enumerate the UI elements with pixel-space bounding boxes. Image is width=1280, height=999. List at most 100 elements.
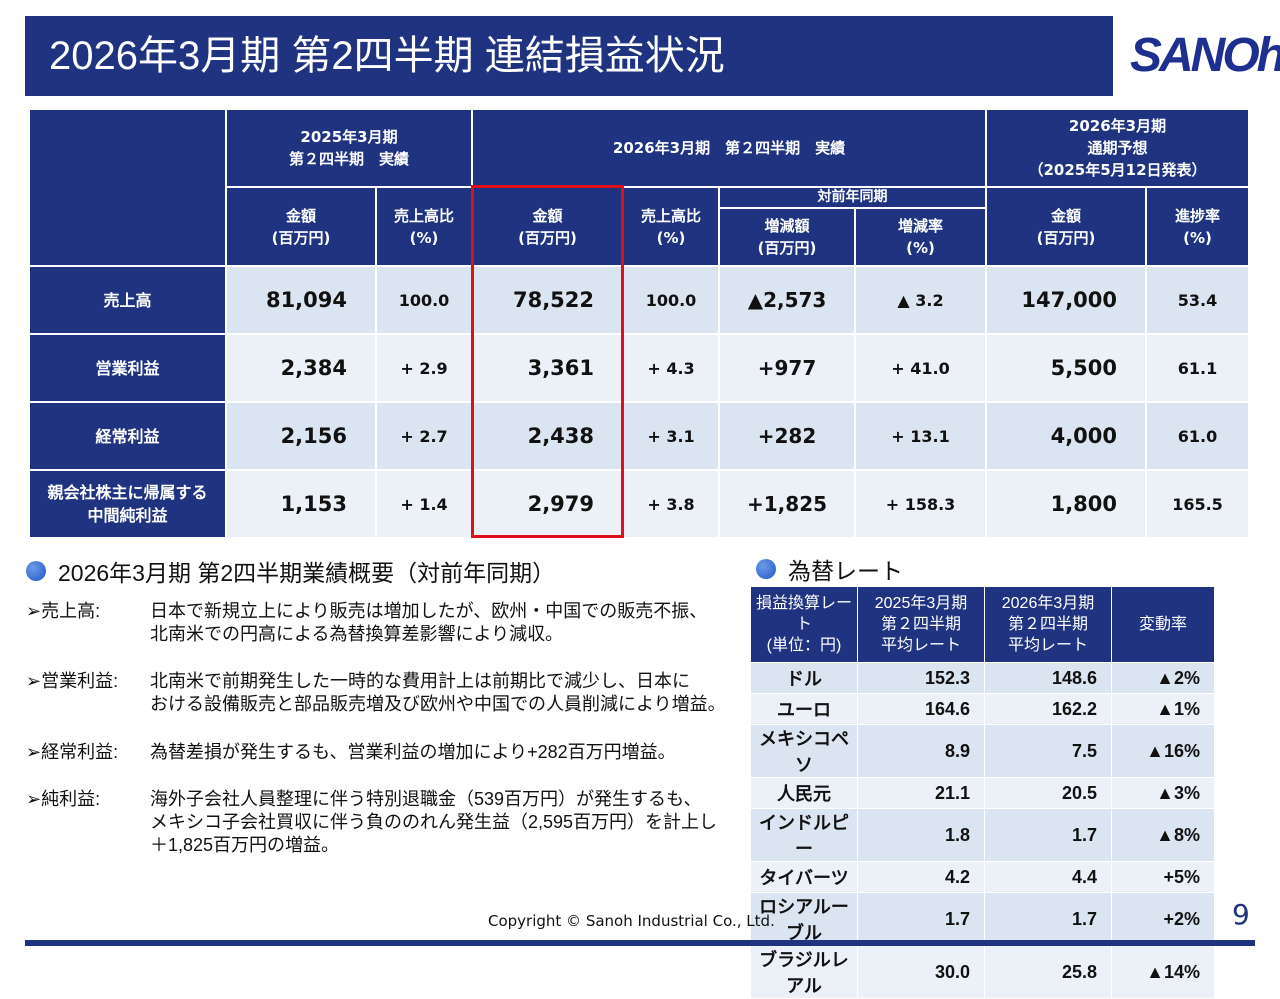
rate-current: 4.4 [984, 861, 1112, 893]
fx-row: メキシコペソ 8.9 7.5 ▲16% [750, 724, 1215, 778]
rate-prev: 4.2 [857, 861, 985, 893]
yoy-diff: +1,825 [718, 469, 857, 539]
bullet-icon [756, 559, 776, 579]
fx-row: ユーロ 164.6 162.2 ▲1% [750, 693, 1215, 725]
fx-row: ドル 152.3 148.6 ▲2% [750, 662, 1215, 694]
currency: ユーロ [750, 693, 858, 725]
table-row: 経常利益 2,156 + 2.7 2,438 + 3.1 +282 + 13.1 4,000 6… [28, 401, 1251, 471]
currency: 人民元 [750, 777, 858, 809]
change-rate: +5% [1111, 861, 1215, 893]
current-ratio: + 4.3 [622, 333, 721, 403]
yoy-rate: + 158.3 [854, 469, 988, 539]
fx-row: ロシアルーブル 1.7 1.7 +2% [750, 892, 1215, 946]
progress-rate: 61.0 [1145, 401, 1251, 471]
footer-bar [25, 940, 1255, 946]
prev-amount: 81,094 [225, 265, 377, 335]
header-prev: 2025年3月期 第２四半期 実績 [224, 108, 474, 188]
fx-row: インドルピー 1.8 1.7 ▲8% [750, 808, 1215, 862]
summary-key: ➢売上高: [26, 601, 101, 621]
consolidated-pl-table: 2025年3月期 第２四半期 実績 2026年3月期 第２四半期 実績 2026… [28, 108, 1251, 539]
sanoh-logo: SANOh [1130, 29, 1280, 82]
change-rate: ▲2% [1111, 662, 1215, 694]
progress-rate: 53.4 [1145, 265, 1251, 335]
fx-header: 2026年3月期 第２四半期 平均レート [984, 586, 1112, 663]
change-rate: ▲16% [1111, 724, 1215, 778]
rate-prev: 164.6 [857, 693, 985, 725]
current-ratio: 100.0 [622, 265, 721, 335]
fx-header: 変動率 [1111, 586, 1215, 663]
change-rate: ▲14% [1111, 945, 1215, 999]
row-label: 営業利益 [28, 333, 227, 403]
page-title: 2026年3月期 第2四半期 連結損益状況 [25, 16, 1113, 96]
prev-ratio: + 2.9 [374, 333, 474, 403]
header-amount: 金額 (百万円) [471, 186, 625, 267]
yoy-rate: ▲ 3.2 [854, 265, 988, 335]
rate-current: 148.6 [984, 662, 1112, 694]
prev-ratio: + 2.7 [374, 401, 474, 471]
rate-prev: 152.3 [857, 662, 985, 694]
header-ratio: 売上高比 (%) [374, 186, 474, 267]
current-amount: 3,361 [471, 333, 625, 403]
summary-heading-text: 2026年3月期 第2四半期業績概要（対前年同期） [58, 560, 556, 586]
summary-key: ➢純利益: [26, 789, 101, 809]
page-number: 9 [1232, 898, 1250, 931]
forecast-amount: 4,000 [985, 401, 1148, 471]
rate-prev: 1.8 [857, 808, 985, 862]
summary-text: 為替差損が発生するも、営業利益の増加により+282百万円増益。 [150, 742, 676, 762]
current-ratio: + 3.8 [622, 469, 721, 539]
rate-current: 162.2 [984, 693, 1112, 725]
summary-item: ➢営業利益: 北南米で前期発生した一時的な費用計上は前期比で減少し、日本に おける… [26, 670, 726, 716]
prev-ratio: + 1.4 [374, 469, 474, 539]
header-amount: 金額 (百万円) [225, 186, 377, 267]
header-current: 2026年3月期 第２四半期 実績 [471, 108, 988, 188]
rate-current: 1.7 [984, 808, 1112, 862]
header-ratio: 売上高比 (%) [622, 186, 721, 267]
rate-current: 20.5 [984, 777, 1112, 809]
forecast-amount: 5,500 [985, 333, 1148, 403]
fx-heading-text: 為替レート [788, 558, 903, 584]
rate-prev: 8.9 [857, 724, 985, 778]
rate-prev: 30.0 [857, 945, 985, 999]
yoy-rate: + 13.1 [854, 401, 988, 471]
current-amount: 2,979 [471, 469, 625, 539]
summary-item: ➢売上高: 日本で新規立上により販売は増加したが、欧州・中国での販売不振、 北南米… [26, 600, 707, 646]
row-label: 売上高 [28, 265, 227, 335]
rate-prev: 21.1 [857, 777, 985, 809]
header-diff: 増減額 (百万円) [718, 207, 857, 267]
table-row: 親会社株主に帰属する 中間純利益 1,153 + 1.4 2,979 + 3.8 +1,8… [28, 469, 1251, 539]
current-ratio: + 3.1 [622, 401, 721, 471]
prev-amount: 2,384 [225, 333, 377, 403]
summary-text: 海外子会社人員整理に伴う特別退職金（539百万円）が発生するも、 メキシコ子会社… [150, 789, 718, 855]
rate-current: 7.5 [984, 724, 1112, 778]
prev-ratio: 100.0 [374, 265, 474, 335]
row-label: 経常利益 [28, 401, 227, 471]
summary-key: ➢経常利益: [26, 742, 119, 762]
corner-cell [28, 108, 227, 267]
currency: インドルピー [750, 808, 858, 862]
header-yoy: 対前年同期 [718, 186, 988, 209]
summary-text: 北南米で前期発生した一時的な費用計上は前期比で減少し、日本に おける設備販売と部… [150, 671, 726, 714]
fx-heading: 為替レート [756, 552, 903, 586]
current-amount: 78,522 [471, 265, 625, 335]
currency: ドル [750, 662, 858, 694]
fx-header: 2025年3月期 第２四半期 平均レート [857, 586, 985, 663]
rate-current: 1.7 [984, 892, 1112, 946]
row-label: 親会社株主に帰属する 中間純利益 [28, 469, 227, 539]
progress-rate: 165.5 [1145, 469, 1251, 539]
progress-rate: 61.1 [1145, 333, 1251, 403]
header-rate: 増減率 (%) [854, 207, 988, 267]
yoy-rate: + 41.0 [854, 333, 988, 403]
summary-text: 日本で新規立上により販売は増加したが、欧州・中国での販売不振、 北南米での円高に… [150, 601, 708, 644]
header-progress: 進捗率 (%) [1145, 186, 1251, 267]
yoy-diff: ▲2,573 [718, 265, 857, 335]
fx-header: 損益換算レート (単位：円) [750, 586, 858, 663]
change-rate: ▲3% [1111, 777, 1215, 809]
yoy-diff: +977 [718, 333, 857, 403]
current-amount: 2,438 [471, 401, 625, 471]
header-forecast: 2026年3月期 通期予想 （2025年5月12日発表） [985, 108, 1251, 188]
table-row: 営業利益 2,384 + 2.9 3,361 + 4.3 +977 + 41.0 5,500 6… [28, 333, 1251, 403]
change-rate: ▲1% [1111, 693, 1215, 725]
table-row: 売上高 81,094 100.0 78,522 100.0 ▲2,573 ▲ 3.2 147,… [28, 265, 1251, 335]
change-rate: ▲8% [1111, 808, 1215, 862]
rate-current: 25.8 [984, 945, 1112, 999]
